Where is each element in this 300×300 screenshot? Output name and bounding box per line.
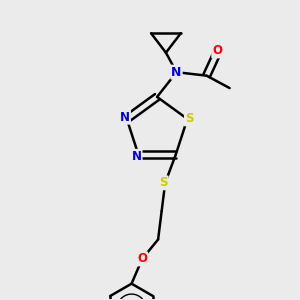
Text: N: N	[132, 150, 142, 163]
Text: O: O	[212, 44, 222, 57]
Text: N: N	[120, 111, 130, 124]
Text: O: O	[137, 252, 147, 266]
Text: N: N	[171, 66, 182, 79]
Text: S: S	[185, 112, 194, 125]
Text: S: S	[159, 176, 168, 189]
